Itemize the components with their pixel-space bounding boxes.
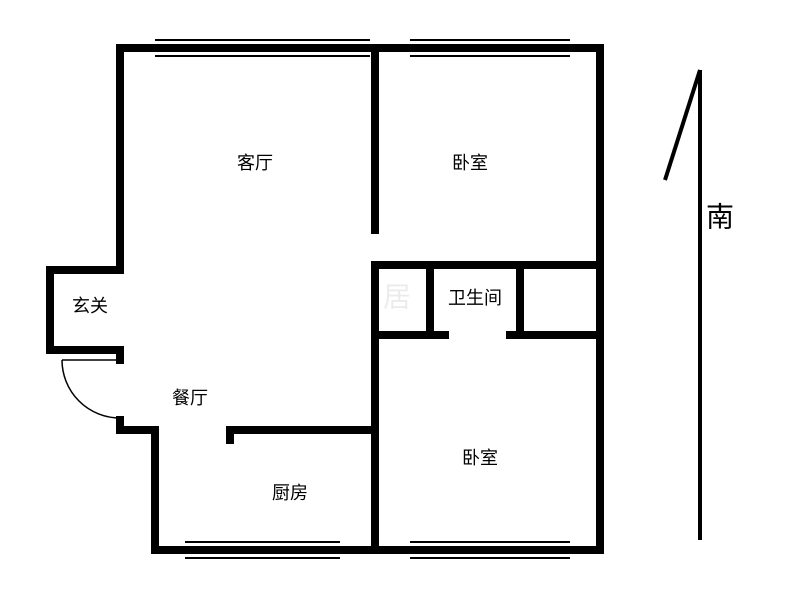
compass-label: 南 [706,201,734,233]
door-layer [62,360,120,418]
compass-arrow [665,70,700,180]
watermark: 居 [383,282,417,313]
watermark-text: 居 [383,282,417,313]
door-swing-arc [62,360,120,418]
compass: 南 [665,70,734,540]
room-label-living: 客厅 [237,153,273,173]
walls-layer [50,48,600,550]
room-label-dining: 餐厅 [172,388,208,408]
windows-layer [155,40,570,558]
room-label-bathroom: 卫生间 [448,288,502,308]
room-label-entry: 玄关 [72,296,108,316]
labels-layer: 客厅卧室卫生间玄关餐厅厨房卧室 [72,153,502,503]
room-label-kitchen: 厨房 [272,483,308,503]
floor-plan: 客厅卧室卫生间玄关餐厅厨房卧室 南 居 [0,0,800,600]
room-label-bedroom1: 卧室 [452,153,488,173]
room-label-bedroom2: 卧室 [462,448,498,468]
